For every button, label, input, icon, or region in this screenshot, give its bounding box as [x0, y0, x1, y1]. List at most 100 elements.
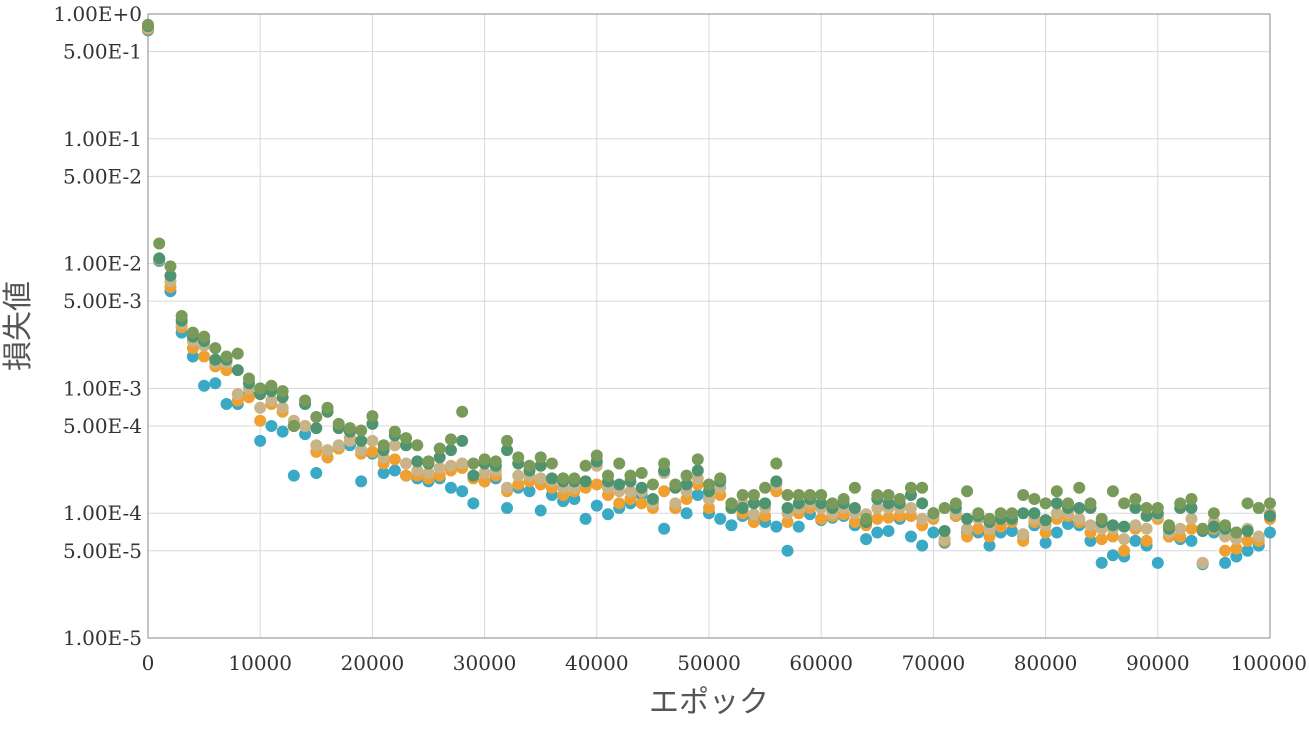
data-point	[355, 424, 368, 437]
data-point	[343, 434, 356, 447]
data-point	[153, 252, 166, 265]
data-point	[848, 481, 861, 494]
data-point	[1118, 520, 1131, 533]
data-point	[501, 444, 514, 457]
y-tick-label: 5.00E-5	[63, 539, 142, 563]
data-point	[1062, 497, 1075, 510]
data-point	[1039, 514, 1052, 527]
data-point	[523, 485, 536, 498]
data-point	[254, 382, 267, 395]
data-point	[781, 502, 794, 515]
data-point	[142, 18, 154, 31]
data-point	[1073, 512, 1086, 525]
data-point	[299, 394, 312, 407]
data-point	[613, 457, 626, 470]
x-tick-label: 100000	[1231, 651, 1307, 675]
data-point	[770, 520, 783, 533]
data-point	[938, 525, 951, 538]
data-point	[1005, 507, 1018, 520]
data-point	[523, 459, 536, 472]
data-point	[669, 478, 682, 491]
data-point	[1140, 534, 1153, 547]
data-point	[1185, 512, 1198, 525]
data-point	[1252, 530, 1265, 543]
data-point	[579, 459, 592, 472]
data-point	[321, 401, 334, 414]
data-point	[1084, 534, 1097, 547]
data-point	[1039, 536, 1052, 549]
data-point	[411, 455, 424, 468]
data-point	[658, 457, 671, 470]
data-point	[904, 481, 917, 494]
x-tick-label: 50000	[677, 651, 741, 675]
x-tick-label: 10000	[228, 651, 292, 675]
data-point	[1230, 526, 1243, 539]
x-tick-label: 80000	[1014, 651, 1078, 675]
data-point	[815, 497, 828, 510]
data-point	[355, 475, 368, 488]
data-point	[1050, 526, 1063, 539]
data-point	[534, 504, 547, 517]
data-point	[366, 410, 379, 423]
data-point	[1219, 544, 1232, 557]
data-point	[444, 481, 457, 494]
data-point	[422, 455, 435, 468]
x-tick-label: 60000	[789, 651, 853, 675]
data-point	[433, 451, 446, 464]
data-point	[938, 502, 951, 515]
data-point	[478, 466, 491, 479]
data-point	[646, 492, 659, 505]
data-point	[377, 439, 390, 452]
data-point	[388, 439, 401, 452]
data-point	[209, 342, 222, 355]
data-point	[747, 497, 760, 510]
data-point	[1185, 492, 1198, 505]
data-point	[680, 507, 693, 520]
data-point	[175, 310, 188, 323]
data-point	[444, 444, 457, 457]
data-point	[904, 530, 917, 543]
data-point	[276, 425, 289, 438]
data-point	[893, 492, 906, 505]
y-axis-ticks: 1.00E+0 5.00E-1 1.00E-1 5.00E-2 1.00E-2 5.00E…	[53, 2, 142, 650]
data-point	[557, 472, 570, 485]
data-point	[1241, 497, 1254, 510]
series-5	[142, 18, 1276, 539]
data-point	[411, 439, 424, 452]
data-point	[388, 425, 401, 438]
data-point	[321, 444, 334, 457]
data-point	[590, 449, 603, 462]
data-point	[377, 466, 390, 479]
data-point	[1028, 507, 1041, 520]
data-point	[1050, 485, 1063, 498]
data-point	[545, 472, 558, 485]
data-point	[949, 497, 962, 510]
data-point	[1084, 497, 1097, 510]
data-point	[433, 462, 446, 475]
data-point	[759, 481, 772, 494]
data-point	[1174, 497, 1187, 510]
data-point	[848, 502, 861, 515]
data-point	[624, 485, 637, 498]
data-point	[1163, 519, 1176, 532]
data-point	[680, 478, 693, 491]
data-point	[400, 432, 413, 445]
data-point	[1028, 492, 1041, 505]
data-point	[1129, 534, 1142, 547]
data-point	[164, 269, 177, 282]
data-point	[198, 350, 211, 363]
data-point	[658, 522, 671, 535]
data-point	[736, 502, 749, 515]
data-point	[1095, 512, 1108, 525]
data-point	[545, 457, 558, 470]
data-point	[860, 533, 873, 546]
data-point	[310, 439, 323, 452]
data-point	[1252, 502, 1265, 515]
data-point	[781, 488, 794, 501]
data-point	[456, 485, 469, 498]
data-point	[153, 237, 166, 250]
data-point	[961, 512, 974, 525]
data-point	[1185, 534, 1198, 547]
data-point	[220, 350, 233, 363]
data-point	[961, 485, 974, 498]
